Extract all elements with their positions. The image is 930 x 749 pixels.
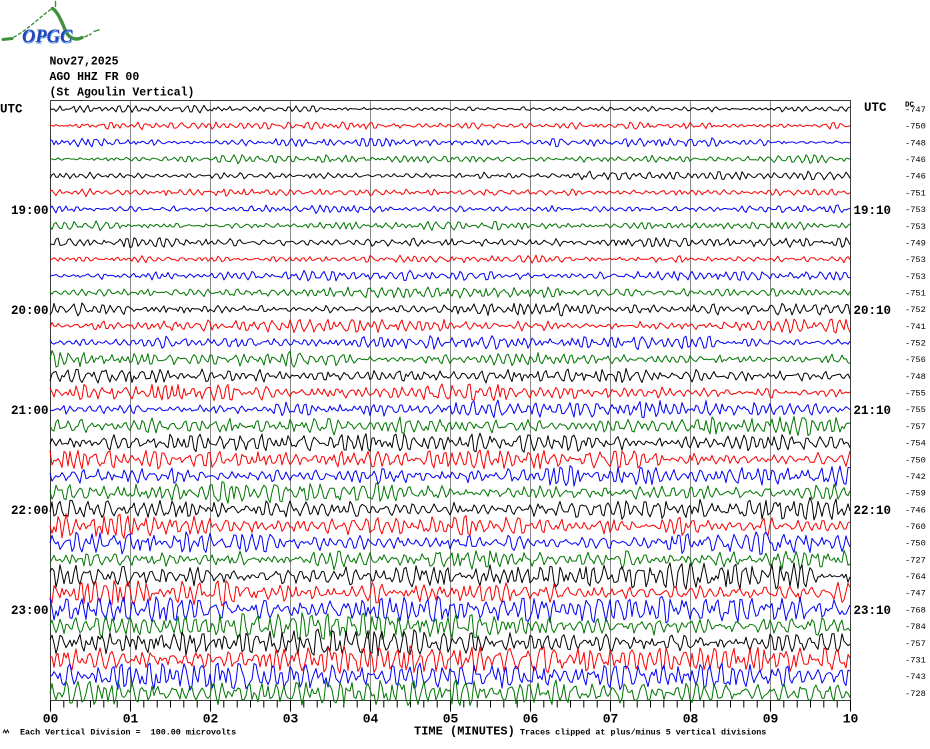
svg-text:-753: -753 xyxy=(905,205,926,215)
svg-text:-750: -750 xyxy=(905,539,926,549)
svg-text:05: 05 xyxy=(443,712,459,727)
svg-text:-752: -752 xyxy=(905,305,926,315)
svg-text:-728: -728 xyxy=(905,689,926,699)
svg-text:-768: -768 xyxy=(905,605,926,615)
svg-text:-756: -756 xyxy=(905,355,926,365)
svg-text:22:10: 22:10 xyxy=(854,504,892,518)
svg-text:-746: -746 xyxy=(905,172,926,182)
svg-text:-751: -751 xyxy=(905,188,926,198)
svg-text:20:00: 20:00 xyxy=(11,304,49,318)
svg-text:-731: -731 xyxy=(905,655,926,665)
svg-text:Nov27,2025: Nov27,2025 xyxy=(50,56,119,69)
svg-text:-727: -727 xyxy=(905,555,926,565)
svg-text:19:00: 19:00 xyxy=(11,204,49,218)
svg-text:-754: -754 xyxy=(905,439,926,449)
svg-text:20:10: 20:10 xyxy=(854,304,892,318)
svg-text:-757: -757 xyxy=(905,639,926,649)
svg-text:01: 01 xyxy=(123,712,139,727)
svg-text:-784: -784 xyxy=(905,622,926,632)
svg-text:-751: -751 xyxy=(905,288,926,298)
svg-text:-755: -755 xyxy=(905,389,926,399)
svg-text:-749: -749 xyxy=(905,238,926,248)
svg-text:AGO HHZ FR 00: AGO HHZ FR 00 xyxy=(50,71,140,84)
svg-text:22:00: 22:00 xyxy=(11,504,49,518)
svg-text:-748: -748 xyxy=(905,372,926,382)
svg-text:21:00: 21:00 xyxy=(11,404,49,418)
svg-text:06: 06 xyxy=(523,712,539,727)
svg-text:03: 03 xyxy=(283,712,299,727)
svg-text:-753: -753 xyxy=(905,222,926,232)
svg-text:02: 02 xyxy=(203,712,219,727)
svg-text:-759: -759 xyxy=(905,489,926,499)
svg-text:-760: -760 xyxy=(905,522,926,532)
svg-text:TIME (MINUTES): TIME (MINUTES) xyxy=(414,725,515,739)
svg-text:-755: -755 xyxy=(905,405,926,415)
svg-text:-752: -752 xyxy=(905,339,926,349)
svg-text:00: 00 xyxy=(43,712,59,727)
svg-text:-746: -746 xyxy=(905,155,926,165)
svg-text:-741: -741 xyxy=(905,322,926,332)
svg-text:-743: -743 xyxy=(905,672,926,682)
svg-text:-747: -747 xyxy=(905,589,926,599)
svg-text:-757: -757 xyxy=(905,422,926,432)
svg-text:OPGC: OPGC xyxy=(23,29,74,49)
svg-text:-753: -753 xyxy=(905,255,926,265)
svg-text:21:10: 21:10 xyxy=(854,404,892,418)
svg-text:23:10: 23:10 xyxy=(854,604,892,618)
svg-text:23:00: 23:00 xyxy=(11,604,49,618)
svg-text:-750: -750 xyxy=(905,122,926,132)
svg-text:UTC: UTC xyxy=(0,103,23,117)
svg-text:-748: -748 xyxy=(905,138,926,148)
svg-text:-753: -753 xyxy=(905,272,926,282)
svg-text:Each Vertical Division = 100.: Each Vertical Division = 100.00 microvol… xyxy=(20,728,236,738)
svg-text:-764: -764 xyxy=(905,572,926,582)
svg-text:DC: DC xyxy=(905,102,915,110)
svg-text:07: 07 xyxy=(603,712,619,727)
svg-text:Traces clipped at plus/minus 5: Traces clipped at plus/minus 5 vertical … xyxy=(520,728,766,738)
svg-text:10: 10 xyxy=(843,712,859,727)
svg-text:UTC: UTC xyxy=(864,101,887,115)
svg-text:(St Agoulin Vertical): (St Agoulin Vertical) xyxy=(50,87,195,100)
svg-text:-742: -742 xyxy=(905,472,926,482)
svg-text:-750: -750 xyxy=(905,455,926,465)
svg-text:OPGC: OPGC xyxy=(22,27,73,47)
svg-text:08: 08 xyxy=(683,712,699,727)
svg-text:04: 04 xyxy=(363,712,379,727)
svg-text:-746: -746 xyxy=(905,505,926,515)
svg-text:-747: -747 xyxy=(905,105,926,115)
svg-text:19:10: 19:10 xyxy=(854,204,892,218)
svg-text:09: 09 xyxy=(763,712,779,727)
